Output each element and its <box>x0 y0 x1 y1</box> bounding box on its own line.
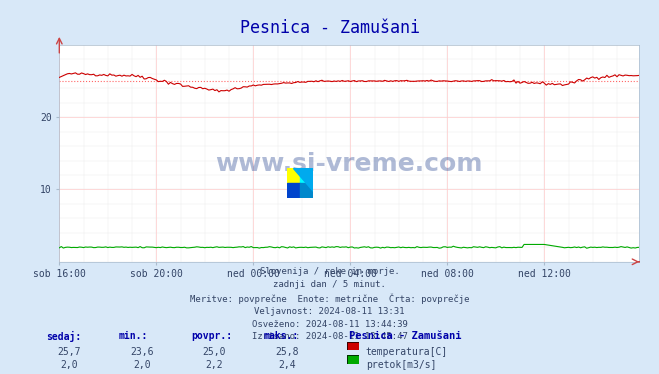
Text: min.:: min.: <box>119 331 148 341</box>
Text: Pesnica - Zamušani: Pesnica - Zamušani <box>239 19 420 37</box>
Text: 2,0: 2,0 <box>61 360 78 370</box>
Text: 23,6: 23,6 <box>130 347 154 357</box>
Text: maks.:: maks.: <box>264 331 299 341</box>
Bar <box>300 168 313 183</box>
Text: 2,2: 2,2 <box>206 360 223 370</box>
Text: www.si-vreme.com: www.si-vreme.com <box>215 152 483 176</box>
Text: povpr.:: povpr.: <box>191 331 232 341</box>
Text: Slovenija / reke in morje.
zadnji dan / 5 minut.
Meritve: povprečne  Enote: metr: Slovenija / reke in morje. zadnji dan / … <box>190 267 469 341</box>
Text: sedaj:: sedaj: <box>46 331 81 342</box>
Polygon shape <box>293 168 313 191</box>
Text: Pesnica - Zamušani: Pesnica - Zamušani <box>349 331 462 341</box>
Text: 25,7: 25,7 <box>57 347 81 357</box>
Bar <box>287 183 300 198</box>
Bar <box>287 168 300 183</box>
Text: 25,8: 25,8 <box>275 347 299 357</box>
Text: 2,0: 2,0 <box>133 360 150 370</box>
Text: 2,4: 2,4 <box>278 360 295 370</box>
Bar <box>300 183 313 198</box>
Text: temperatura[C]: temperatura[C] <box>366 347 448 357</box>
Text: pretok[m3/s]: pretok[m3/s] <box>366 360 436 370</box>
Text: 25,0: 25,0 <box>202 347 226 357</box>
